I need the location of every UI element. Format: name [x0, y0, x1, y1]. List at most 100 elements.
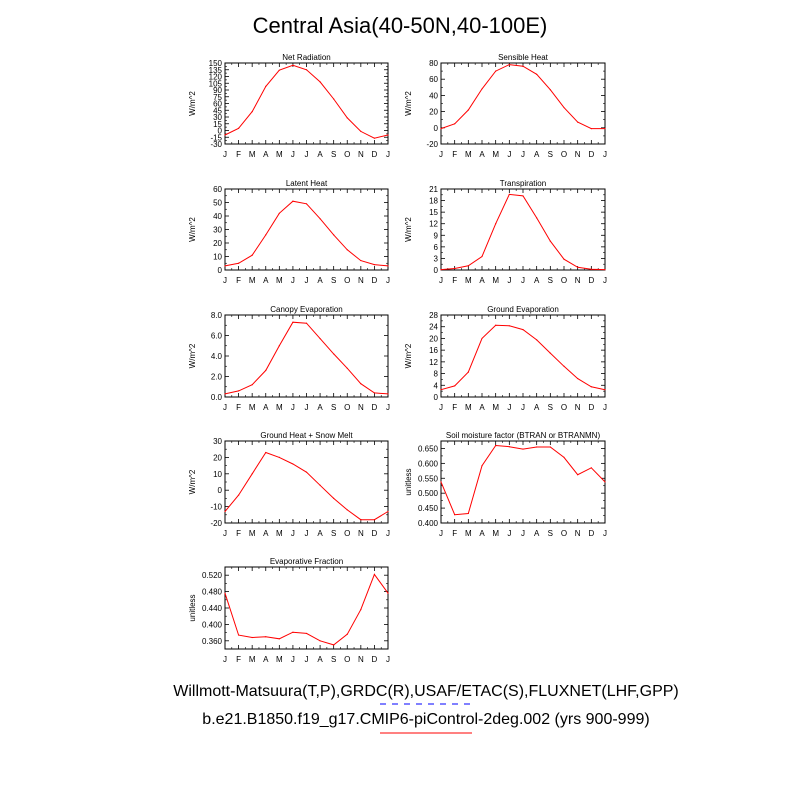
x-tick-label: J	[305, 276, 309, 285]
y-tick-label: 0	[434, 393, 439, 402]
x-tick-label: M	[492, 150, 499, 159]
data-point	[549, 89, 551, 91]
y-tick-label: 30	[213, 226, 222, 235]
x-tick-label: J	[305, 655, 309, 664]
x-tick-label: F	[236, 529, 241, 538]
y-tick-label: 40	[213, 212, 222, 221]
x-tick-label: N	[358, 150, 364, 159]
data-point	[360, 130, 362, 132]
y-tick-label: 8.0	[211, 311, 223, 320]
data-point	[577, 121, 579, 123]
x-tick-label: A	[263, 276, 269, 285]
y-tick-label: 105	[209, 79, 223, 88]
y-tick-label: 21	[429, 185, 438, 194]
x-tick-label: A	[534, 276, 540, 285]
series-line-model	[440, 193, 606, 271]
y-tick-label: 0.440	[202, 604, 223, 613]
x-tick-label: M	[492, 529, 499, 538]
x-tick-label: N	[575, 150, 581, 159]
y-tick-label: 24	[429, 323, 438, 332]
y-tick-label: -30	[210, 140, 222, 149]
data-point	[536, 217, 538, 219]
data-point	[373, 573, 376, 575]
panel-frame	[440, 62, 606, 145]
legend-label-obs: Willmott-Matsuura(T,P),GRDC(R),USAF/ETAC…	[173, 683, 679, 700]
data-point	[319, 218, 321, 220]
x-tick-label: S	[548, 529, 553, 538]
x-tick-label: N	[575, 276, 581, 285]
data-point	[481, 255, 483, 258]
data-point	[387, 393, 389, 395]
y-tick-label: 150	[209, 59, 223, 68]
x-tick-label: J	[603, 529, 607, 538]
panel-title: Ground Evaporation	[487, 305, 559, 314]
y-axis-label: W/m^2	[188, 217, 197, 242]
x-tick-label: D	[372, 655, 378, 664]
data-point	[278, 212, 280, 214]
x-tick-label: J	[507, 403, 511, 412]
x-tick-label: N	[575, 529, 581, 538]
x-tick-label: M	[276, 529, 283, 538]
x-tick-label: A	[317, 529, 323, 538]
x-tick-label: F	[452, 403, 457, 412]
panel-title: Soil moisture factor (BTRAN or BTRANMN)	[446, 431, 601, 440]
x-tick-label: J	[386, 403, 390, 412]
x-tick-label: A	[317, 150, 323, 159]
data-point	[346, 633, 348, 635]
data-point	[577, 474, 579, 476]
data-point	[360, 259, 362, 262]
x-tick-label: M	[249, 655, 256, 664]
y-tick-label: 0	[434, 124, 439, 133]
x-tick-label: D	[588, 276, 594, 285]
series-line-model	[224, 64, 389, 139]
y-axis-label: W/m^2	[188, 469, 197, 494]
series-line-model	[224, 321, 389, 395]
x-tick-label: O	[561, 276, 567, 285]
x-tick-label: A	[479, 529, 485, 538]
x-tick-label: A	[479, 150, 485, 159]
data-point	[373, 264, 376, 266]
y-tick-label: 60	[213, 185, 222, 194]
x-tick-label: J	[507, 529, 511, 538]
series-line-model	[224, 451, 389, 521]
y-axis-label: W/m^2	[188, 91, 197, 116]
data-point	[292, 321, 294, 323]
x-tick-label: S	[548, 276, 553, 285]
panel-title: Net Radiation	[282, 53, 330, 62]
data-point	[346, 367, 348, 369]
y-tick-label: 40	[429, 91, 438, 100]
x-tick-label: S	[331, 276, 336, 285]
data-point	[387, 592, 389, 594]
data-point	[495, 444, 497, 447]
data-point	[508, 64, 510, 66]
y-tick-label: 30	[213, 437, 222, 446]
x-tick-label: N	[358, 655, 364, 664]
panel-frame	[440, 440, 606, 524]
y-tick-label: 10	[213, 253, 222, 262]
data-point	[495, 70, 497, 72]
data-point	[508, 446, 510, 448]
x-tick-label: O	[561, 403, 567, 412]
x-tick-label: S	[331, 150, 336, 159]
data-point	[604, 389, 606, 391]
y-tick-label: 0.0	[211, 393, 223, 402]
x-tick-label: O	[344, 529, 350, 538]
y-tick-label: 4.0	[211, 352, 223, 361]
data-point	[590, 386, 592, 388]
data-point	[360, 383, 362, 385]
x-tick-label: J	[223, 276, 227, 285]
data-point	[305, 632, 308, 635]
y-tick-label: 20	[213, 453, 222, 462]
data-point	[224, 393, 226, 395]
y-tick-label: 9	[434, 231, 439, 240]
data-point	[237, 390, 240, 392]
x-tick-label: J	[507, 276, 511, 285]
data-point	[508, 325, 510, 327]
y-tick-label: 8	[434, 370, 439, 379]
y-axis-label: unitless	[404, 468, 413, 495]
x-tick-label: J	[521, 150, 525, 159]
x-tick-label: F	[236, 403, 241, 412]
y-tick-label: 10	[213, 470, 222, 479]
